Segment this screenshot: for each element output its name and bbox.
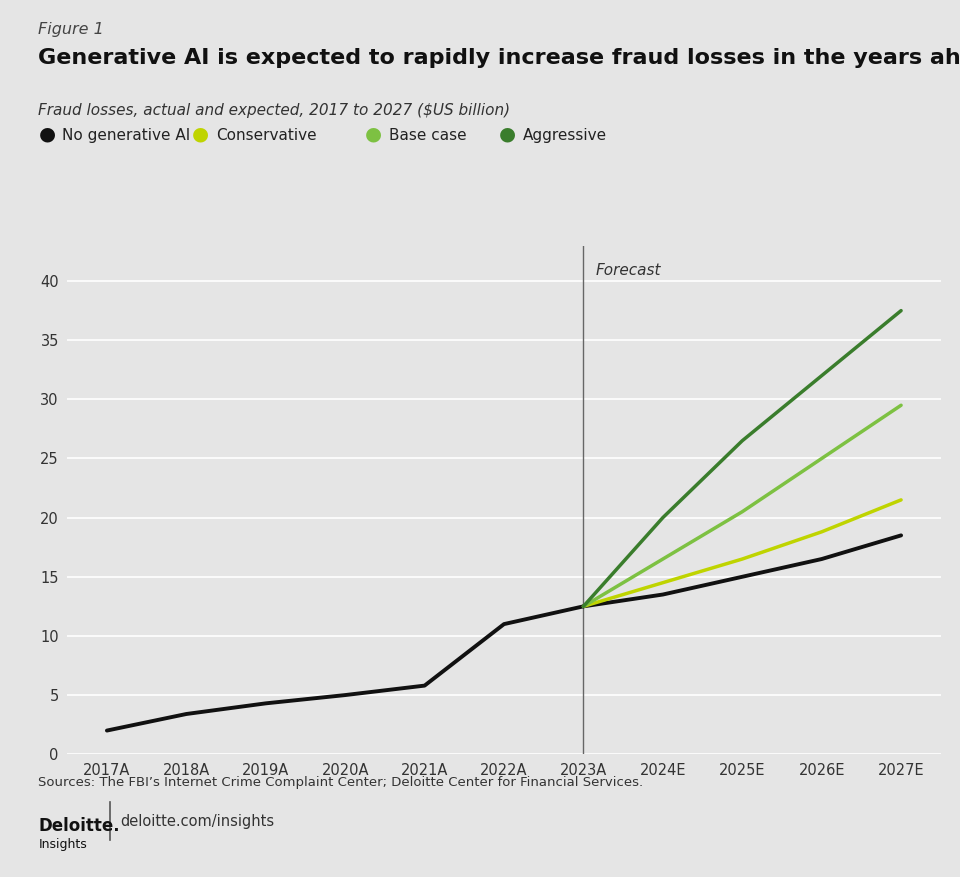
Text: ●: ● — [499, 125, 516, 144]
Text: No generative AI: No generative AI — [62, 128, 191, 144]
Text: ●: ● — [365, 125, 382, 144]
Text: deloitte.com/insights: deloitte.com/insights — [120, 814, 275, 830]
Text: Base case: Base case — [389, 128, 467, 144]
Text: Fraud losses, actual and expected, 2017 to 2027 ($US billion): Fraud losses, actual and expected, 2017 … — [38, 103, 511, 118]
Text: ●: ● — [38, 125, 56, 144]
Text: Deloitte.: Deloitte. — [38, 817, 120, 836]
Text: Conservative: Conservative — [216, 128, 317, 144]
Text: Generative AI is expected to rapidly increase fraud losses in the years ahead: Generative AI is expected to rapidly inc… — [38, 48, 960, 68]
Text: Aggressive: Aggressive — [523, 128, 608, 144]
Text: ●: ● — [192, 125, 209, 144]
Text: Insights: Insights — [38, 838, 87, 851]
Text: Figure 1: Figure 1 — [38, 22, 104, 37]
Text: Sources: The FBI’s Internet Crime Complaint Center; Deloitte Center for Financia: Sources: The FBI’s Internet Crime Compla… — [38, 776, 643, 789]
Text: Forecast: Forecast — [595, 263, 660, 278]
